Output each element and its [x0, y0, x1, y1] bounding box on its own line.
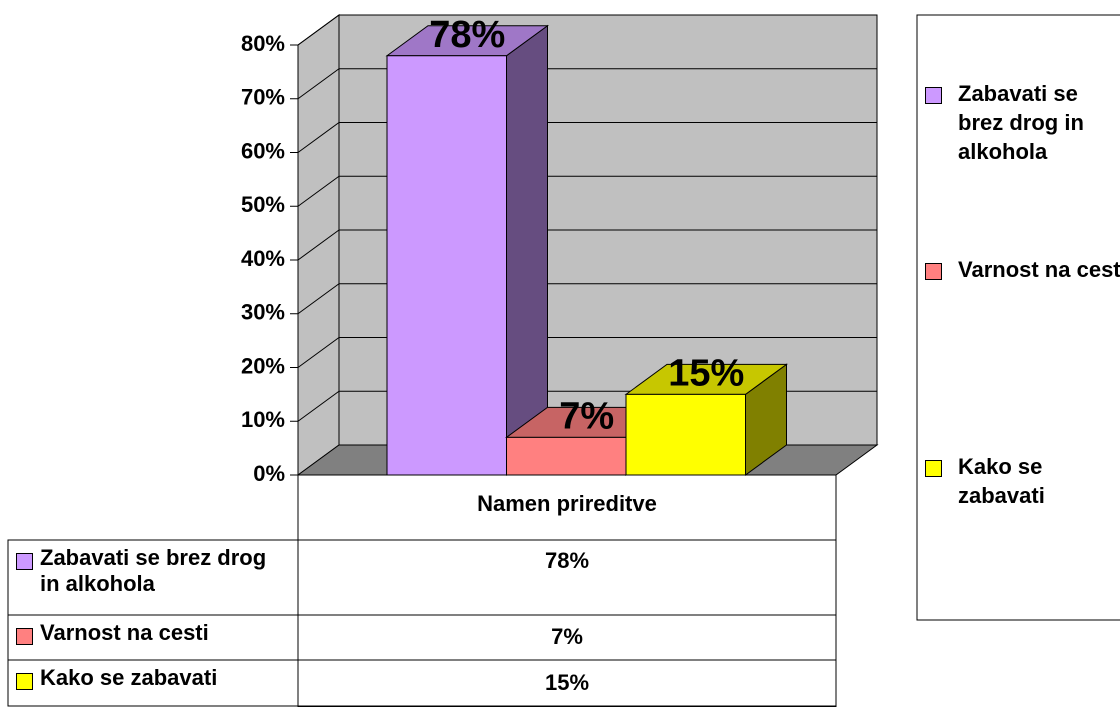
- table-value: 78%: [545, 548, 589, 573]
- y-tick-label: 70%: [241, 85, 285, 110]
- category-label: Namen prireditve: [477, 491, 657, 516]
- legend-swatch: [925, 87, 942, 104]
- data-label: 7%: [559, 395, 614, 437]
- y-tick-label: 10%: [241, 407, 285, 432]
- bar: [386, 55, 507, 476]
- legend-swatch: [925, 460, 942, 477]
- grid-line: [297, 390, 340, 422]
- y-tick-label: 30%: [241, 300, 285, 325]
- legend-box: [916, 14, 1120, 621]
- data-label: 15%: [668, 352, 744, 394]
- table-series-name: Varnost na cesti: [40, 620, 209, 645]
- y-tick-label: 50%: [241, 192, 285, 217]
- y-tick-label: 20%: [241, 353, 285, 378]
- bar: [625, 393, 746, 476]
- grid-line: [297, 229, 340, 261]
- grid-line: [297, 14, 340, 46]
- grid-line: [297, 175, 340, 207]
- table-series-name: Kako se zabavati: [40, 665, 218, 690]
- grid-line: [297, 337, 340, 368]
- y-tick-label: 60%: [241, 138, 285, 163]
- legend-label: Kako se zabavati: [958, 454, 1045, 508]
- table-value: 7%: [551, 624, 583, 649]
- bar-side: [506, 24, 548, 476]
- table-series-name: Zabavati se brez drog in alkohola: [40, 545, 267, 596]
- y-tick-label: 0%: [253, 461, 285, 486]
- bar: [506, 436, 627, 476]
- grid-line: [297, 283, 340, 315]
- grid-line: [297, 122, 340, 153]
- table-legend-swatch: [16, 673, 33, 690]
- table-value: 15%: [545, 670, 589, 695]
- grid-line: [297, 68, 340, 100]
- y-tick-label: 80%: [241, 31, 285, 56]
- legend-label: Varnost na cesti: [958, 257, 1120, 282]
- legend-label: Zabavati se brez drog in alkohola: [958, 81, 1084, 164]
- table-rows: [7, 539, 837, 707]
- table-legend-swatch: [16, 553, 33, 570]
- table-legend-swatch: [16, 628, 33, 645]
- y-tick-label: 40%: [241, 246, 285, 271]
- legend-swatch: [925, 263, 942, 280]
- data-label: 78%: [429, 14, 505, 56]
